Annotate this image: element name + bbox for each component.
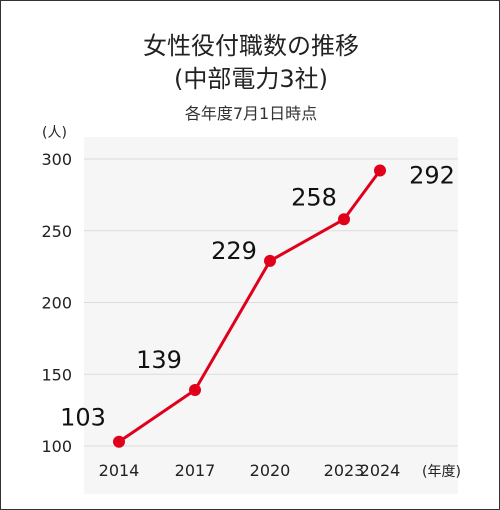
- data-label: 139: [136, 346, 182, 374]
- x-tick-label: 2017: [175, 461, 216, 480]
- data-points: [113, 164, 386, 448]
- data-point: [189, 384, 201, 397]
- x-tick-label: 2024: [360, 461, 401, 480]
- data-point: [338, 213, 350, 226]
- chart-title: 女性役付職数の推移: [143, 32, 359, 60]
- x-tick-label: 2020: [250, 461, 291, 480]
- x-tick-label: 2023: [324, 461, 365, 480]
- y-axis-ticks: 100 150 200 250 300: [41, 150, 72, 456]
- data-labels: 103 139 229 258 292: [60, 161, 455, 431]
- chart-subtitle: (中部電力3社): [174, 65, 328, 93]
- data-label: 103: [60, 404, 106, 432]
- data-point: [113, 435, 125, 448]
- x-axis-unit: (年度): [422, 464, 461, 480]
- y-axis-unit: (人): [42, 125, 67, 141]
- data-point: [264, 254, 276, 267]
- gridlines: [84, 158, 458, 447]
- y-tick-label: 150: [41, 365, 72, 384]
- plot-area: [84, 137, 458, 494]
- y-tick-label: 300: [41, 150, 72, 169]
- chart-note: 各年度7月1日時点: [184, 104, 318, 123]
- data-label: 258: [291, 183, 337, 211]
- y-tick-label: 100: [41, 437, 72, 456]
- y-tick-label: 200: [41, 294, 72, 313]
- data-label: 229: [211, 237, 257, 265]
- y-tick-label: 250: [41, 222, 72, 241]
- data-label: 292: [409, 161, 455, 189]
- data-point: [374, 164, 386, 177]
- x-tick-label: 2014: [99, 461, 140, 480]
